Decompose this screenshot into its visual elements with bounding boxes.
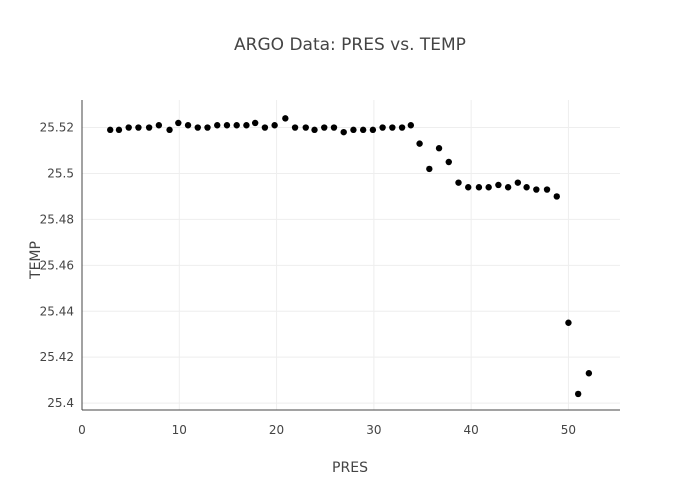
data-point [565, 319, 572, 326]
data-point [243, 122, 250, 129]
y-tick-label: 25.5 [47, 166, 74, 180]
x-tick-label: 20 [269, 423, 284, 437]
chart-title: ARGO Data: PRES vs. TEMP [234, 35, 466, 55]
data-point [125, 124, 132, 131]
y-tick-label: 25.42 [40, 350, 74, 364]
data-point [282, 115, 289, 122]
data-point [135, 124, 142, 131]
data-point [302, 124, 309, 131]
x-tick-label: 30 [366, 423, 381, 437]
data-point [426, 165, 433, 173]
data-point [485, 184, 492, 191]
data-point [166, 126, 173, 134]
data-point [504, 184, 512, 191]
data-point [321, 124, 328, 131]
data-point [543, 186, 551, 193]
data-point [574, 390, 582, 398]
x-tick-label: 40 [464, 423, 479, 437]
data-point [194, 124, 201, 131]
data-point [523, 184, 530, 191]
data-point [184, 122, 192, 129]
data-point [533, 186, 540, 193]
data-point [455, 179, 462, 186]
y-tick-label: 25.52 [40, 121, 74, 135]
data-point [465, 184, 472, 191]
data-point [311, 126, 318, 134]
y-tick-label: 25.46 [40, 258, 74, 272]
data-point [251, 119, 259, 127]
data-point [585, 370, 593, 377]
data-point [475, 184, 483, 191]
data-point [553, 193, 560, 200]
data-point [407, 122, 415, 129]
data-point [340, 128, 347, 136]
data-point [359, 126, 367, 134]
y-axis-title: TEMP [28, 241, 44, 280]
data-point [514, 179, 522, 186]
x-tick-label: 10 [172, 423, 187, 437]
data-point [223, 122, 231, 129]
data-point [495, 181, 502, 189]
data-point [369, 126, 377, 134]
x-tick-label: 50 [561, 423, 576, 437]
data-point [145, 124, 153, 131]
y-tick-label: 25.44 [40, 304, 74, 318]
y-tick-label: 25.4 [47, 396, 74, 410]
data-point [389, 124, 396, 131]
data-point [271, 122, 278, 129]
x-axis-title: PRES [332, 460, 368, 476]
data-point [398, 124, 406, 131]
data-point [291, 124, 299, 131]
data-point [175, 119, 182, 127]
data-point [115, 126, 123, 134]
tick-labels: 0 10 20 30 40 5025.425.4225.4425.4625.4825.52… [40, 121, 576, 437]
axes [81, 100, 620, 411]
data-point [445, 158, 452, 166]
data-point [204, 124, 211, 131]
data-point [416, 140, 423, 147]
x-tick-label: 0 [78, 423, 86, 437]
data-point [435, 145, 443, 152]
data-point [155, 122, 163, 129]
data-point [261, 124, 269, 131]
data-point [330, 124, 338, 131]
data-point [379, 124, 386, 131]
data-point [214, 122, 221, 129]
data-point [233, 122, 240, 129]
grid-lines [82, 100, 620, 410]
y-tick-label: 25.48 [40, 212, 74, 226]
data-point [350, 126, 357, 134]
data-point [107, 126, 114, 134]
data-points [107, 115, 593, 398]
